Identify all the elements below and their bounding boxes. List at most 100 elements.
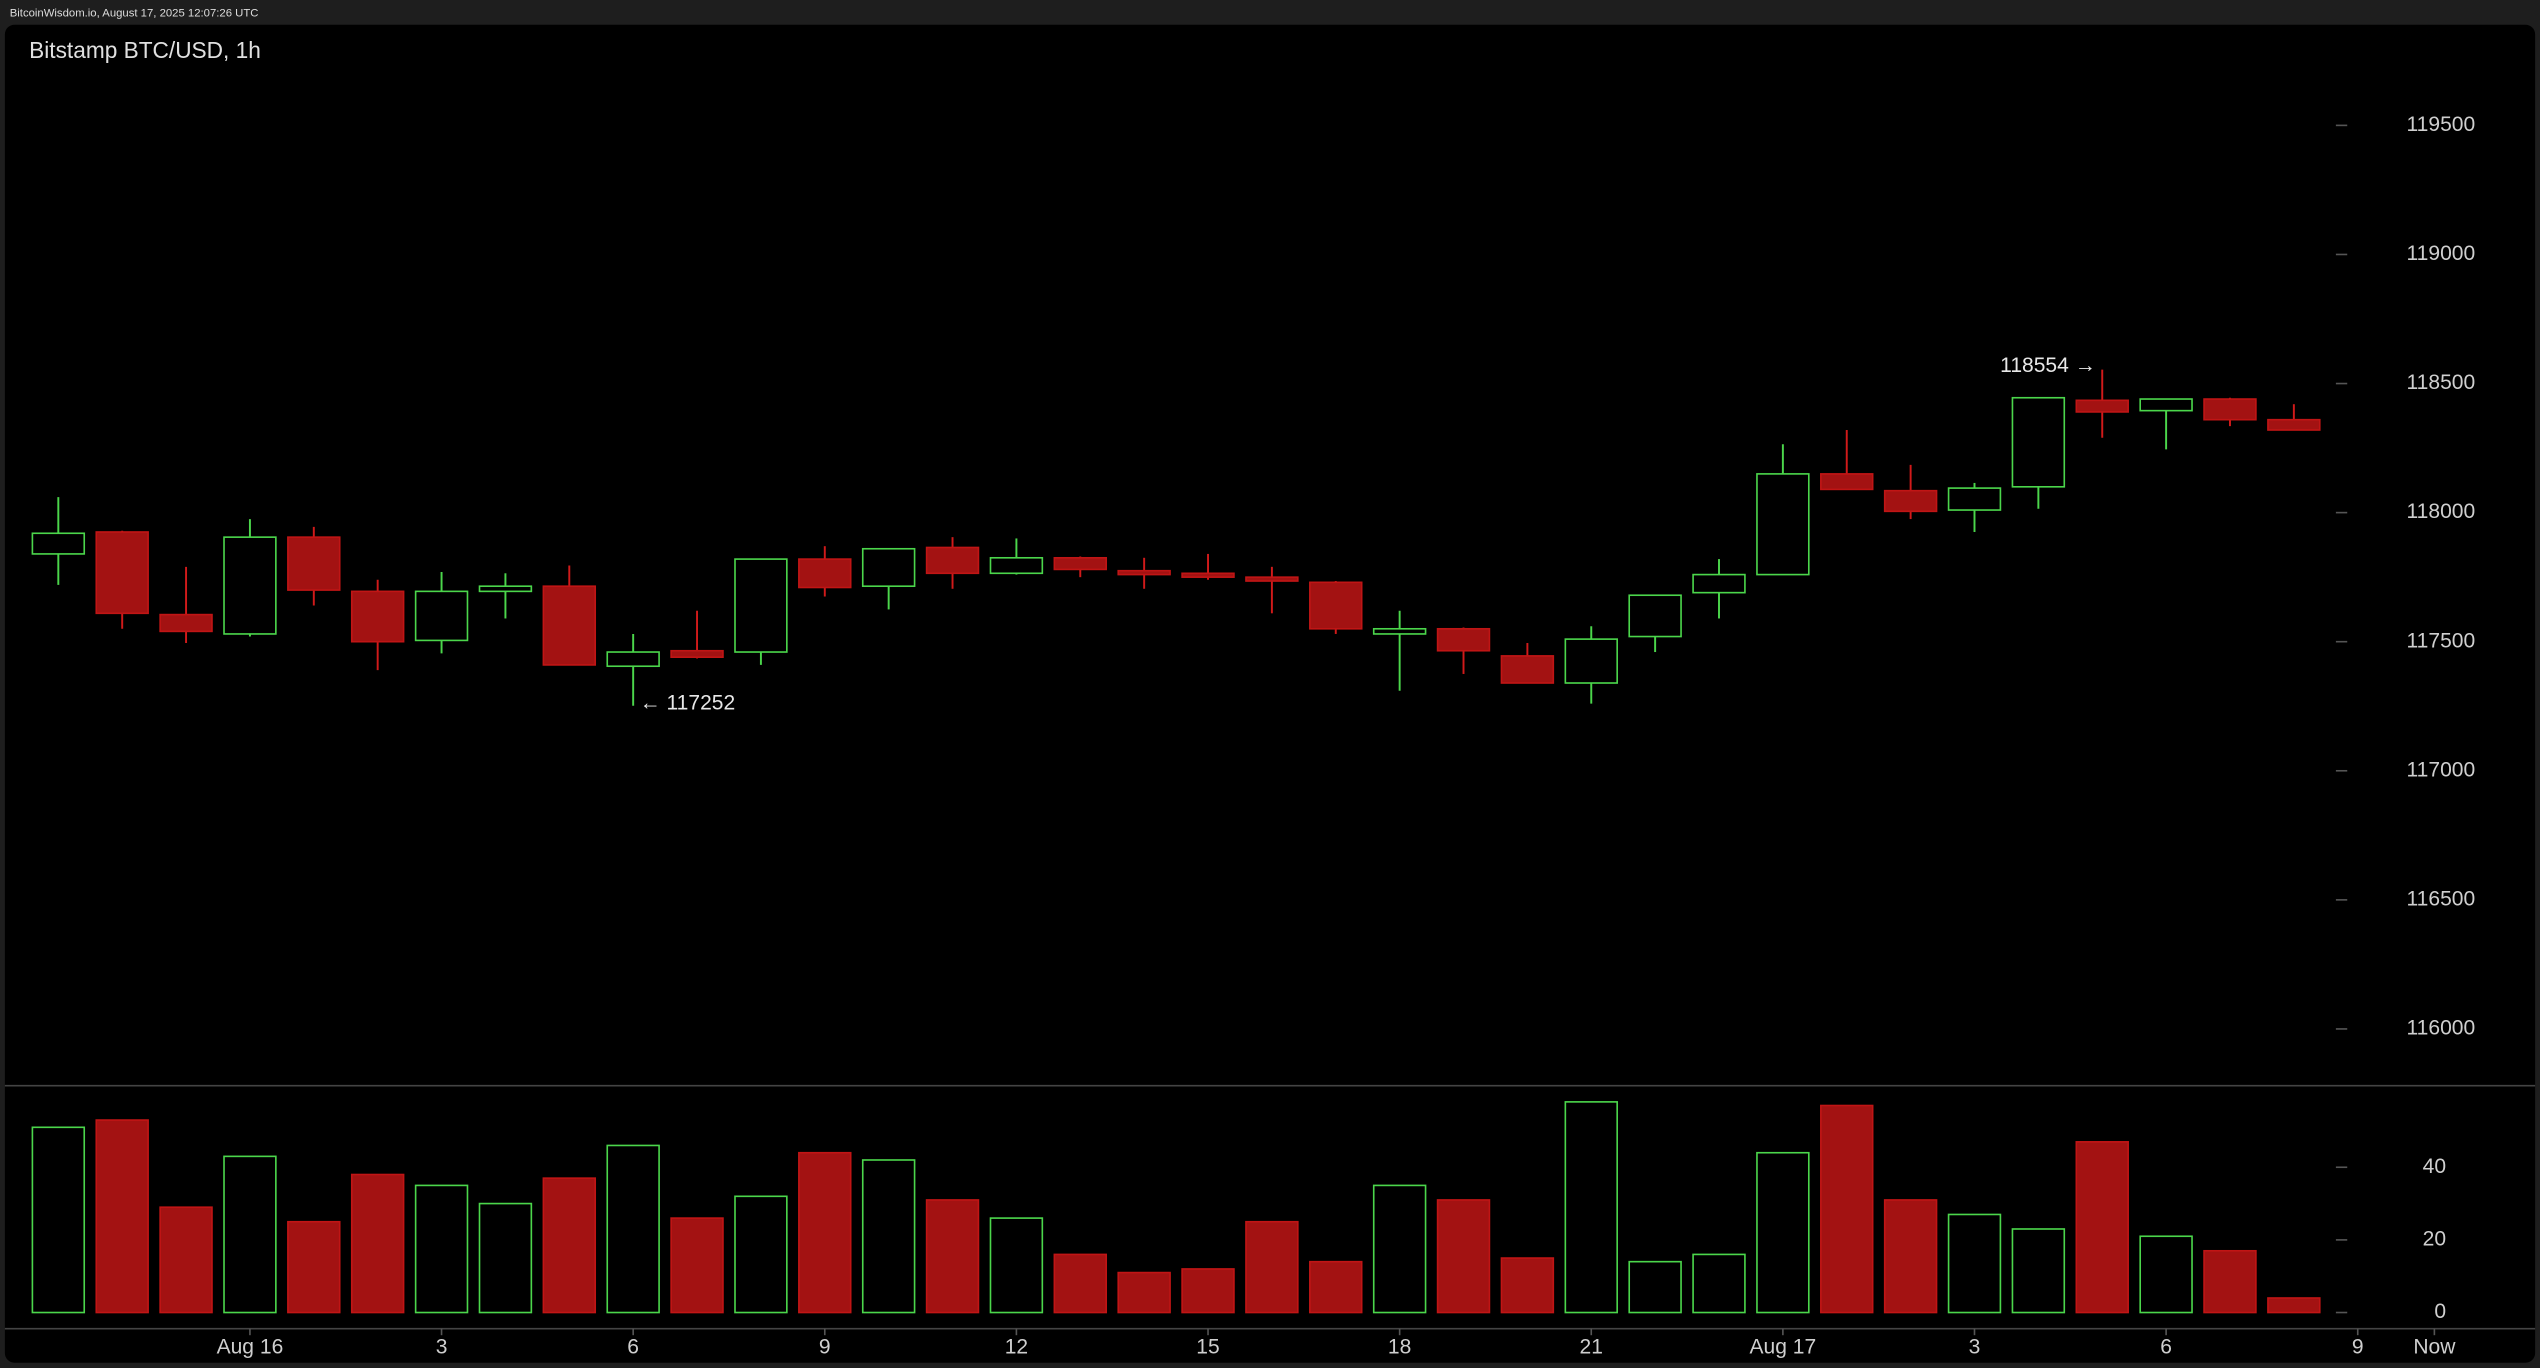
annotation: ← 117252 [640,692,736,715]
volume-bar [1756,1151,1810,1314]
x-tick-label: 18 [1388,1336,1411,1359]
candle-body [1820,473,1874,491]
candle-body [2139,398,2193,412]
y-tick-label: 117500 [2407,629,2476,652]
candle-body [1883,489,1938,513]
y-tick-label: 118500 [2407,371,2476,394]
volume-bar [2075,1141,2129,1314]
volume-bar [95,1119,149,1314]
candle-body [1436,627,1491,652]
candle-body [670,649,724,659]
volume-bar [2139,1235,2193,1314]
candle-body [989,556,1044,575]
candle-body [606,651,660,668]
y-tick-label: 118000 [2407,500,2476,523]
candle-body [31,532,86,555]
volume-bar [734,1195,788,1314]
candle-body [1756,473,1810,576]
volume-bar [925,1199,980,1314]
volume-bar [606,1144,660,1314]
x-tick-label: Now [2413,1336,2456,1359]
candle-body [1053,556,1108,571]
candle-body [414,590,469,642]
panel [4,24,2536,1363]
candle-body [542,585,597,666]
volume-bar [1309,1260,1363,1314]
candle-body [1245,576,1299,582]
volume-bar [414,1184,469,1314]
volume-bar [1500,1257,1555,1314]
volume-bar [861,1159,916,1314]
volume-bar [1181,1268,1235,1314]
x-tick-label: 9 [2352,1336,2364,1359]
volume-bar [1692,1253,1746,1314]
candle-body [1947,487,2002,511]
volume-bar [1245,1220,1299,1314]
candle-body [287,536,341,591]
candle-body [223,536,277,635]
candle-body [1692,573,1746,594]
volume-bar [2267,1297,2321,1314]
x-tick-label: 15 [1196,1336,1219,1359]
volume-bar [287,1220,341,1314]
candle-body [1500,655,1555,684]
candle-body [159,613,213,633]
candle-body [350,590,405,643]
candle-body [1564,638,1618,684]
chart-title: Bitstamp BTC/USD, 1h [29,37,261,63]
volume-bar [2011,1228,2066,1314]
x-tick-label: 21 [1580,1336,1603,1359]
candle-body [95,531,149,615]
volume-bar [1564,1101,1618,1314]
volume-bar [989,1217,1044,1314]
y-tick-label: 20 [2423,1227,2446,1250]
candle-body [1628,594,1682,638]
x-tick-label: Aug 17 [1750,1336,1817,1359]
volume-bar [798,1151,852,1314]
candle-body [1117,569,1171,576]
y-tick-label: 116000 [2407,1017,2476,1040]
volume-bar [1628,1260,1682,1314]
volume-bar [31,1126,86,1314]
volume-bar [542,1177,597,1314]
y-tick-label: 119500 [2407,113,2476,136]
annotation: 118554 → [2000,354,2096,377]
x-tick-label: 3 [1969,1336,1981,1359]
header: BitcoinWisdom.io, August 17, 2025 12:07:… [10,7,259,19]
candle-body [1309,581,1363,630]
x-tick-label: Aug 16 [217,1336,284,1359]
candle-body [1181,572,1235,578]
x-tick-label: 12 [1005,1336,1028,1359]
candle-body [798,558,852,589]
volume-bar [223,1155,277,1314]
volume-bar [1372,1184,1427,1314]
candle-body [2267,418,2321,431]
volume-bar [1436,1199,1491,1314]
candle-body [734,558,788,653]
candle-body [925,546,980,575]
volume-bar [1947,1213,2002,1314]
y-tick-label: 119000 [2407,242,2476,265]
volume-bar [350,1173,405,1314]
volume-bar [159,1206,213,1314]
candle-body [2011,396,2066,488]
volume-bar [1117,1271,1171,1314]
volume-bar [670,1217,724,1314]
x-tick-label: 3 [436,1336,448,1359]
volume-bar [2203,1249,2257,1314]
y-tick-label: 117000 [2407,758,2476,781]
candle-body [1372,627,1427,635]
candle-body [2203,398,2257,421]
volume-bar [1053,1253,1108,1314]
candle-body [478,585,533,593]
x-tick-label: 9 [819,1336,831,1359]
y-tick-label: 116500 [2407,887,2476,910]
volume-bar [1820,1104,1874,1314]
x-tick-label: 6 [627,1336,639,1359]
volume-bar [478,1202,533,1314]
volume-bar [1883,1199,1938,1314]
x-tick-label: 6 [2160,1336,2172,1359]
candle-body [2075,399,2129,413]
